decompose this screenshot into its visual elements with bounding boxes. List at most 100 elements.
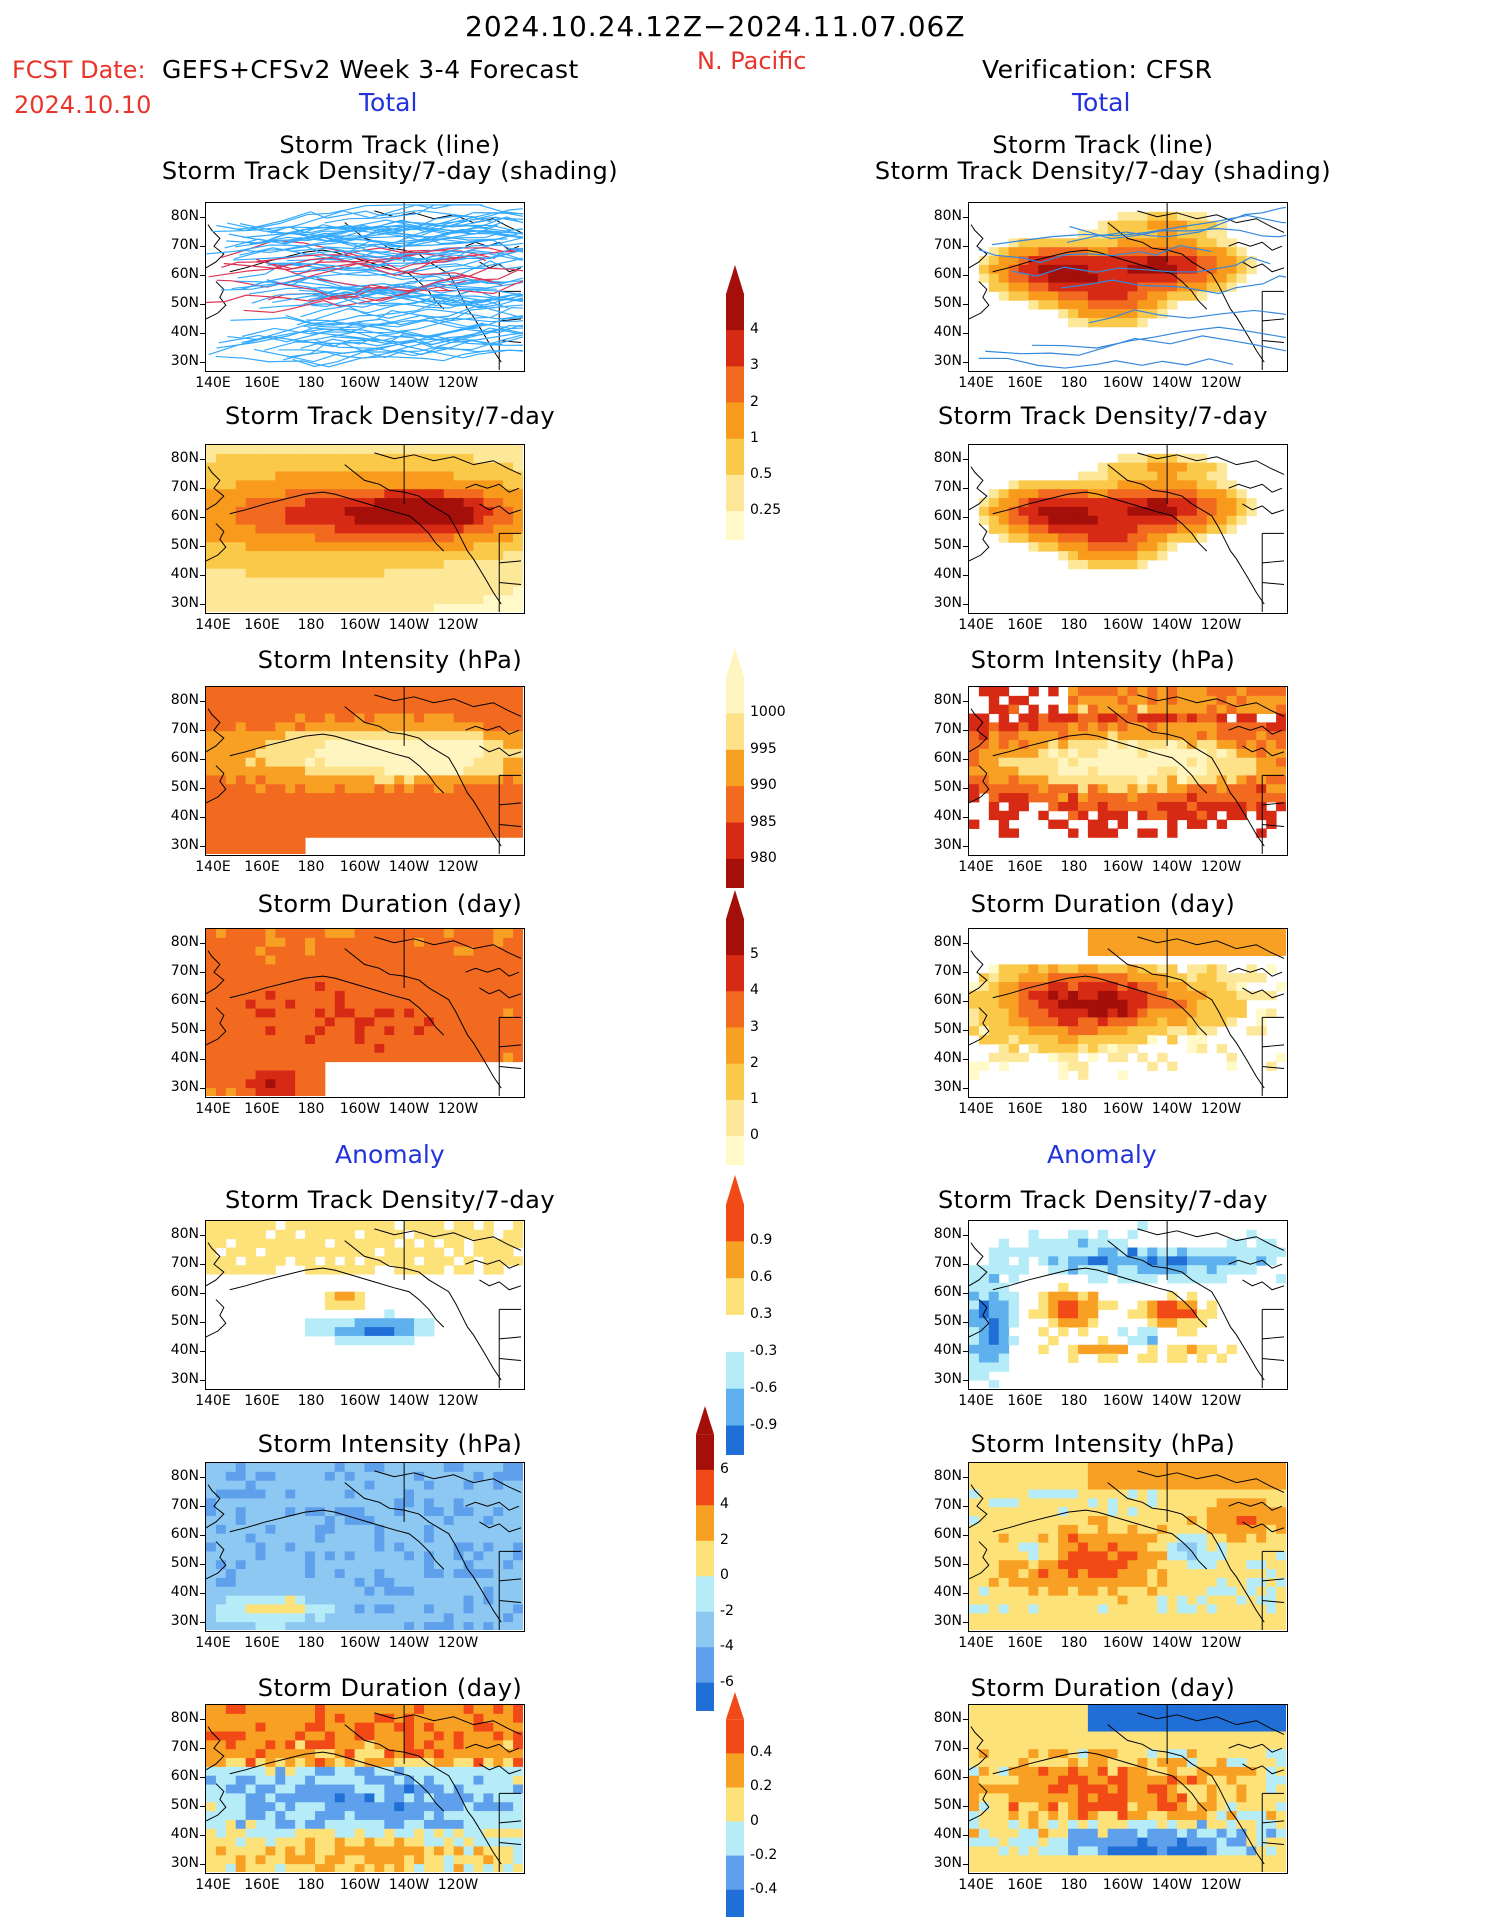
colorbar-duration-anom — [726, 1692, 744, 1917]
lat-tick — [200, 517, 205, 518]
lat-tick — [200, 1835, 205, 1836]
lat-label: 60N — [933, 1284, 962, 1300]
lat-tick — [963, 1477, 968, 1478]
lat-label: 40N — [933, 1826, 962, 1842]
lat-tick — [963, 1264, 968, 1265]
colorbar-label: 0 — [750, 1127, 759, 1144]
colorbar-label: 2 — [750, 393, 759, 410]
colorbar-label: 4 — [750, 982, 759, 999]
lon-label: 140W — [1151, 859, 1193, 875]
lat-tick — [200, 304, 205, 305]
lon-label: 160W — [1102, 1101, 1144, 1117]
lat-tick — [200, 1351, 205, 1352]
lat-label: 80N — [170, 1710, 199, 1726]
lat-label: 80N — [170, 1226, 199, 1242]
map-duration-anom-right — [968, 1704, 1288, 1874]
panel-title-track-line-left: Storm Track (line) — [279, 131, 501, 159]
lon-label: 140E — [195, 859, 231, 875]
lat-tick — [963, 1235, 968, 1236]
panel-title-density-anom-right: Storm Track Density/7-day — [937, 1186, 1269, 1214]
region-label: N. Pacific — [697, 47, 807, 75]
map-density-anom-left — [205, 1220, 525, 1390]
lon-label: 160W — [1102, 1393, 1144, 1409]
colorbar-label: 2 — [750, 1054, 759, 1071]
colorbar-label: 0.9 — [750, 1232, 773, 1249]
lon-label: 140W — [1151, 1635, 1193, 1651]
lon-label: 120W — [1200, 375, 1242, 391]
lat-label: 70N — [170, 237, 199, 253]
lat-label: 40N — [170, 1826, 199, 1842]
colorbar-label: 0.5 — [750, 465, 773, 482]
lon-label: 120W — [1200, 1635, 1242, 1651]
lon-label: 180 — [1060, 1101, 1088, 1117]
model-title: GEFS+CFSv2 Week 3-4 Forecast — [162, 55, 579, 84]
lon-label: 120W — [437, 1877, 479, 1893]
lon-label: 140E — [195, 375, 231, 391]
lat-label: 30N — [170, 595, 199, 611]
lat-tick — [963, 304, 968, 305]
colorbar-label: -0.2 — [750, 1846, 778, 1863]
total-label-left: Total — [359, 88, 418, 117]
lat-tick — [963, 1748, 968, 1749]
lat-label: 70N — [170, 721, 199, 737]
lon-label: 140E — [958, 1877, 994, 1893]
colorbar-label: 0.3 — [750, 1306, 773, 1322]
colorbar-label: 0.2 — [750, 1778, 773, 1795]
colorbar-label: 1 — [750, 1090, 759, 1107]
colorbar-label: -2 — [720, 1602, 734, 1619]
lon-label: 180 — [297, 1877, 325, 1893]
lat-tick — [963, 517, 968, 518]
lon-label: 140E — [195, 1877, 231, 1893]
lon-label: 160W — [1102, 617, 1144, 633]
lat-tick — [963, 1506, 968, 1507]
colorbar-label: -0.6 — [750, 1379, 778, 1396]
lat-tick — [963, 701, 968, 702]
lat-tick — [963, 362, 968, 363]
colorbar-label: 980 — [750, 849, 777, 866]
lon-label: 160W — [339, 1877, 381, 1893]
lon-label: 160E — [244, 1393, 280, 1409]
lon-label: 120W — [1200, 1101, 1242, 1117]
lat-label: 40N — [933, 1342, 962, 1358]
lon-label: 160E — [244, 617, 280, 633]
lon-label: 180 — [297, 1635, 325, 1651]
fcst-date-value: 2024.10.10 — [14, 91, 152, 119]
lat-tick — [200, 275, 205, 276]
lat-tick — [963, 846, 968, 847]
lat-tick — [963, 1564, 968, 1565]
colorbar-label: 5 — [750, 946, 759, 963]
lon-label: 180 — [297, 617, 325, 633]
panel-title-duration-right: Storm Duration (day) — [970, 890, 1236, 918]
lon-label: 140W — [1151, 1877, 1193, 1893]
lat-tick — [963, 1380, 968, 1381]
lat-label: 60N — [170, 266, 199, 282]
lat-label: 50N — [933, 1021, 962, 1037]
lat-label: 60N — [933, 266, 962, 282]
lon-label: 140W — [388, 1393, 430, 1409]
lon-label: 180 — [297, 1101, 325, 1117]
lon-label: 160W — [339, 375, 381, 391]
lat-tick — [200, 1264, 205, 1265]
lon-label: 140W — [388, 1635, 430, 1651]
panel-title-intensity-anom-left: Storm Intensity (hPa) — [257, 1430, 523, 1458]
lat-tick — [963, 972, 968, 973]
lat-tick — [963, 1719, 968, 1720]
colorbar-label: 995 — [750, 740, 777, 757]
lat-label: 60N — [170, 1768, 199, 1784]
lon-label: 160W — [1102, 375, 1144, 391]
lat-label: 70N — [933, 237, 962, 253]
lat-label: 50N — [933, 779, 962, 795]
lat-label: 30N — [933, 1079, 962, 1095]
lat-label: 60N — [933, 750, 962, 766]
map-duration-anom-left — [205, 1704, 525, 1874]
map-density-left — [205, 444, 525, 614]
lon-label: 180 — [1060, 375, 1088, 391]
colorbar-label: 0.25 — [750, 502, 782, 519]
lat-tick — [963, 1059, 968, 1060]
lat-tick — [963, 1030, 968, 1031]
lon-label: 160W — [339, 617, 381, 633]
lat-tick — [200, 362, 205, 363]
colorbar-density-anom — [726, 1175, 744, 1455]
lat-label: 70N — [170, 479, 199, 495]
colorbar-label: 0.4 — [750, 1744, 773, 1761]
